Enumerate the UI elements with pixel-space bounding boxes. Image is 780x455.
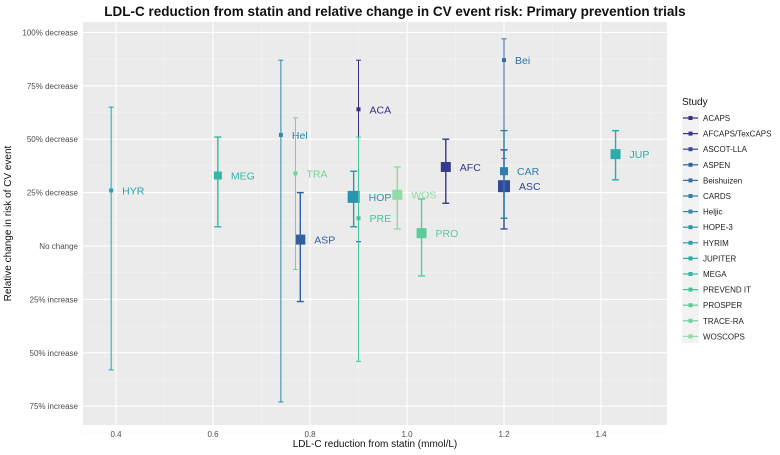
legend-key-point: [688, 194, 693, 198]
y-tick-label: No change: [39, 242, 78, 251]
legend-label: PREVEND IT: [703, 286, 751, 295]
y-tick-label: 50% decrease: [27, 135, 79, 144]
legend-key-point: [688, 240, 693, 245]
data-point: [356, 107, 361, 112]
point-label: HYR: [122, 185, 145, 197]
data-point: [293, 171, 298, 176]
y-tick-label: 50% increase: [30, 349, 79, 358]
data-point: [392, 189, 403, 200]
point-label: ASP: [314, 235, 335, 247]
point-label: HOP: [369, 192, 392, 204]
legend-key-point: [688, 272, 693, 276]
legend-label: WOSCOPS: [703, 332, 745, 341]
legend-label: HOPE-3: [703, 223, 733, 232]
point-label: ASC: [519, 181, 541, 193]
x-axis-label: LDL-C reduction from statin (mmol/L): [293, 439, 458, 450]
y-tick-label: 100% decrease: [22, 28, 78, 37]
point-label: CAR: [517, 166, 540, 178]
legend-key-point: [688, 287, 693, 292]
plot-panel: [83, 22, 667, 425]
x-tick-label: 1.0: [401, 430, 413, 439]
y-axis-label: Relative change in risk of CV event: [3, 145, 14, 301]
legend-key-point: [688, 303, 693, 308]
legend-label: AFCAPS/TexCAPS: [703, 130, 771, 139]
point-label: Hel: [292, 130, 308, 142]
legend-label: PROSPER: [703, 301, 742, 310]
legend-label: TRACE-RA: [703, 317, 745, 326]
data-point: [347, 190, 360, 203]
chart-title: LDL-C reduction from statin and relative…: [104, 4, 686, 19]
y-tick-label: 25% increase: [30, 295, 79, 304]
legend-title: Study: [682, 97, 708, 108]
point-label: PRO: [436, 228, 459, 240]
data-point: [356, 216, 361, 221]
legend-key-point: [688, 318, 693, 323]
legend-key-point: [688, 334, 693, 339]
x-tick-label: 1.2: [498, 430, 510, 439]
legend-label: Beishuizen: [703, 176, 742, 185]
x-tick-label: 0.6: [207, 430, 219, 439]
data-point: [213, 171, 222, 180]
point-label: TRA: [306, 168, 327, 180]
data-point: [440, 161, 451, 172]
y-tick-label: 75% increase: [30, 402, 79, 411]
point-label: PRE: [370, 213, 392, 225]
point-label: ACA: [370, 104, 392, 116]
y-tick-label: 75% decrease: [27, 82, 79, 91]
x-tick-label: 0.4: [110, 430, 122, 439]
legend-label: Heljic: [703, 208, 723, 217]
legend-label: ASPEN: [703, 161, 730, 170]
point-label: MEG: [231, 171, 255, 183]
legend-key-point: [688, 116, 693, 120]
legend-label: ASCOT-LLA: [703, 145, 748, 154]
legend-label: ACAPS: [703, 114, 730, 123]
legend-key-point: [688, 225, 693, 230]
data-point: [416, 228, 427, 239]
legend-label: JUPITER: [703, 254, 737, 263]
data-point: [502, 58, 506, 63]
point-label: Bei: [515, 55, 530, 67]
point-label: AFC: [460, 162, 481, 174]
legend-label: CARDS: [703, 192, 731, 201]
data-point: [500, 167, 508, 176]
legend-key-point: [688, 131, 693, 136]
legend-key-point: [688, 147, 693, 152]
legend-label: HYRIM: [703, 239, 729, 248]
data-point: [610, 149, 621, 160]
legend-key-point: [688, 162, 693, 167]
legend-label: MEGA: [703, 270, 727, 279]
data-point: [278, 132, 283, 137]
legend-key-point: [688, 178, 693, 183]
legend-key-point: [688, 256, 693, 261]
data-point: [109, 188, 114, 193]
x-tick-label: 1.4: [595, 430, 607, 439]
x-tick-label: 0.8: [304, 430, 316, 439]
data-point: [295, 234, 306, 245]
y-tick-label: 25% decrease: [27, 189, 79, 198]
point-label: WOS: [411, 190, 436, 202]
legend-key-point: [688, 209, 693, 214]
point-label: JUP: [630, 149, 650, 161]
